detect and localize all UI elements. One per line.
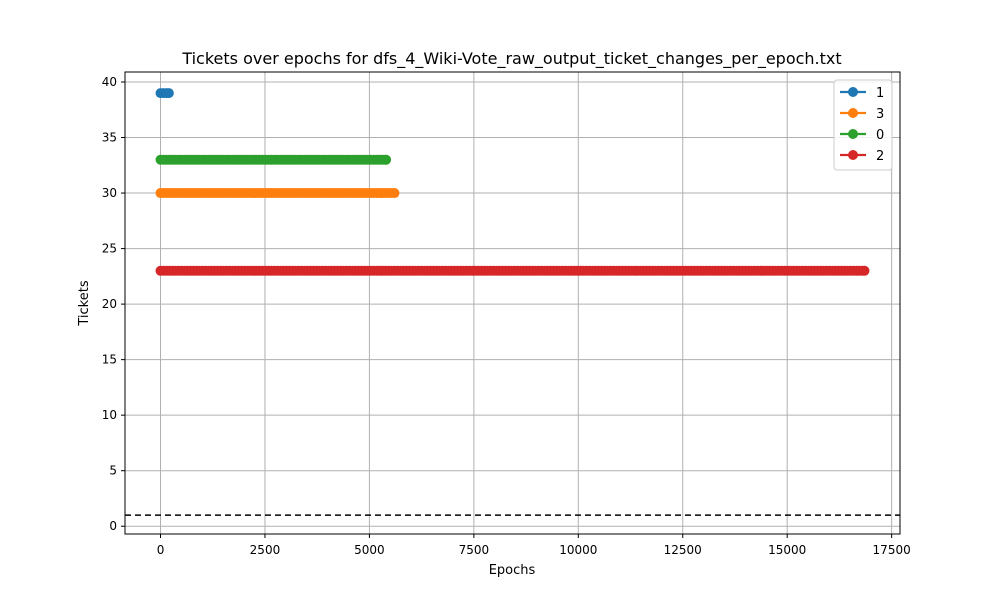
series-2 <box>155 265 870 276</box>
series-0 <box>155 154 392 165</box>
y-tick-label: 35 <box>102 131 117 145</box>
legend-box <box>833 79 893 171</box>
legend-label: 3 <box>876 107 884 122</box>
legend-swatch-marker <box>848 87 858 97</box>
legend-swatch-marker <box>848 150 858 160</box>
y-tick-label: 0 <box>109 519 117 533</box>
series-layer <box>155 88 870 276</box>
legend-item: 0 <box>840 128 884 143</box>
x-tick-label: 10000 <box>559 543 597 557</box>
y-tick-label: 15 <box>102 353 117 367</box>
data-point <box>859 265 870 276</box>
x-axis-title: Epochs <box>489 563 536 578</box>
x-tick-label: 12500 <box>664 543 702 557</box>
legend-label: 2 <box>876 149 884 164</box>
legend-item: 3 <box>840 107 884 122</box>
y-tick-label: 25 <box>102 242 117 256</box>
x-tick-label: 7500 <box>459 543 490 557</box>
grid <box>125 72 900 534</box>
x-tick-label: 15000 <box>768 543 806 557</box>
x-tick-label: 2500 <box>250 543 281 557</box>
y-axis-title: Tickets <box>77 280 92 326</box>
series-1 <box>155 88 174 99</box>
y-tick-label: 40 <box>102 75 117 89</box>
data-point <box>389 188 400 199</box>
legend-swatch-marker <box>848 108 858 118</box>
y-tick-label: 30 <box>102 186 117 200</box>
legend-swatch-marker <box>848 129 858 139</box>
y-tick-label: 10 <box>102 408 117 422</box>
data-point <box>163 88 174 99</box>
legend-label: 0 <box>876 128 884 143</box>
x-tick-label: 17500 <box>873 543 911 557</box>
legend-item: 2 <box>840 149 884 164</box>
chart-title: Tickets over epochs for dfs_4_Wiki-Vote_… <box>181 49 841 69</box>
x-tick-label: 0 <box>157 543 165 557</box>
series-3 <box>155 188 400 199</box>
legend-label: 1 <box>876 86 884 101</box>
y-tick-label: 20 <box>102 297 117 311</box>
x-tick-label: 5000 <box>354 543 385 557</box>
data-point <box>381 154 392 165</box>
legend-item: 1 <box>840 86 884 101</box>
plot-frame <box>124 71 901 535</box>
axes: 0 2500 5000 7500 10000 12500 15000 175000510152… <box>102 71 911 557</box>
legend: 1 3 0 2 <box>833 79 893 171</box>
y-tick-label: 5 <box>109 464 117 478</box>
